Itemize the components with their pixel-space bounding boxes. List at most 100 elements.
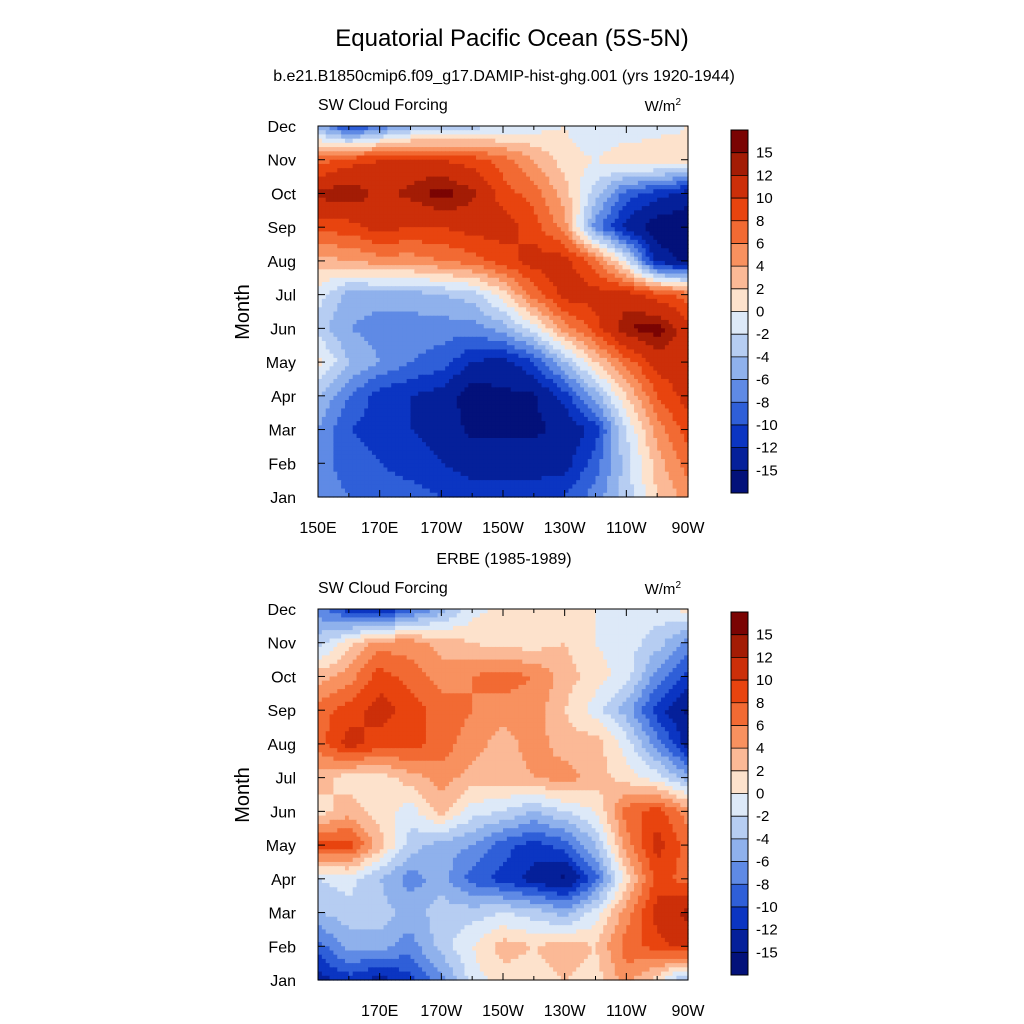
field-cell [456, 294, 462, 300]
field-cell [614, 294, 620, 300]
field-cell [664, 197, 670, 203]
field-cell [603, 248, 608, 254]
field-cell [661, 134, 666, 140]
field-cell [495, 303, 500, 308]
field-cell [437, 319, 442, 325]
field-cell [610, 155, 616, 161]
field-cell [603, 273, 608, 279]
field-cell [522, 239, 527, 245]
field-cell [634, 265, 639, 270]
field-cell [402, 298, 408, 304]
field-cell [607, 180, 612, 186]
field-cell [587, 222, 593, 228]
field-cell [441, 290, 446, 296]
field-cell [422, 163, 427, 169]
field-cell [495, 281, 500, 287]
field-cell [622, 159, 627, 165]
field-cell [672, 185, 678, 190]
field-cell [622, 176, 627, 182]
field-cell [537, 328, 543, 334]
field-cell [449, 155, 454, 161]
field-cell [668, 197, 674, 203]
field-cell [414, 341, 419, 346]
field-cell [476, 134, 481, 140]
field-cell [541, 214, 546, 220]
field-cell [549, 336, 554, 342]
field-cell [549, 265, 554, 270]
field-cell [572, 172, 577, 178]
field-cell [476, 214, 481, 220]
field-cell [325, 294, 331, 300]
field-cell [414, 163, 419, 169]
field-cell [587, 189, 593, 195]
field-cell [649, 307, 654, 313]
field-cell [499, 168, 504, 173]
field-cell [356, 227, 361, 232]
field-cell [325, 172, 331, 178]
field-cell [510, 311, 516, 317]
field-cell [495, 210, 500, 216]
field-cell [618, 151, 624, 157]
field-cell [572, 185, 577, 190]
field-cell [383, 159, 388, 165]
field-cell [387, 248, 392, 254]
field-cell [337, 134, 342, 140]
field-cell [348, 290, 354, 296]
field-cell [560, 290, 566, 296]
field-cell [506, 147, 512, 152]
field-cell [395, 281, 400, 287]
field-cell [556, 222, 562, 228]
field-cell [429, 197, 435, 203]
field-cell [649, 130, 654, 136]
field-cell [618, 172, 624, 178]
field-cell [433, 193, 439, 199]
field-cell [395, 256, 400, 262]
field-cell [371, 172, 377, 178]
field-cell [356, 307, 361, 313]
field-cell [479, 159, 485, 165]
field-cell [560, 168, 566, 173]
field-cell [664, 210, 670, 216]
field-cell [607, 341, 612, 346]
field-cell [321, 315, 327, 321]
field-cell [402, 307, 408, 313]
field-cell [391, 303, 396, 308]
field-cell [418, 341, 423, 346]
field-cell [549, 210, 554, 216]
field-cell [514, 303, 520, 308]
field-cell [352, 155, 358, 161]
field-cell [487, 176, 493, 182]
field-cell [618, 336, 624, 342]
field-cell [429, 311, 435, 317]
field-cell [375, 281, 381, 287]
field-cell [491, 193, 496, 199]
field-cell [375, 142, 381, 148]
field-cell [599, 273, 604, 279]
field-cell [352, 176, 358, 182]
field-cell [398, 176, 404, 182]
field-cell [626, 273, 631, 279]
field-cell [452, 134, 458, 140]
field-cell [533, 214, 539, 220]
field-cell [503, 311, 508, 317]
field-cell [375, 239, 381, 245]
field-cell [637, 214, 643, 220]
field-cell [375, 256, 381, 262]
field-cell [653, 294, 658, 300]
field-cell [518, 197, 523, 203]
field-cell [564, 172, 570, 178]
field-cell [464, 130, 469, 136]
field-cell [387, 147, 392, 152]
field-cell [664, 214, 670, 220]
field-cell [321, 298, 327, 304]
field-cell [321, 197, 327, 203]
field-cell [595, 281, 600, 287]
field-cell [483, 201, 489, 207]
field-cell [661, 298, 666, 304]
field-cell [634, 151, 639, 157]
field-cell [395, 168, 400, 173]
field-cell [510, 189, 516, 195]
field-cell [387, 341, 392, 346]
field-cell [672, 197, 678, 203]
field-cell [406, 227, 412, 232]
